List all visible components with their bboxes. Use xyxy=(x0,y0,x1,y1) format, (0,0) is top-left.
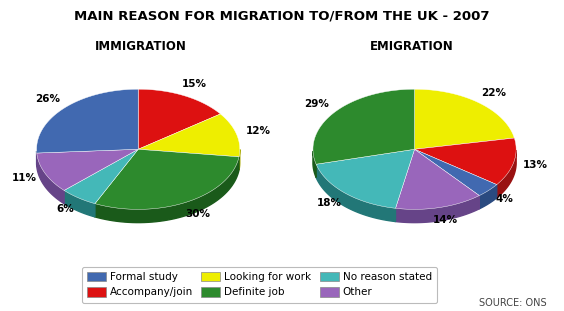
Polygon shape xyxy=(37,149,138,190)
Text: 15%: 15% xyxy=(182,79,207,89)
Text: 12%: 12% xyxy=(246,126,271,136)
Polygon shape xyxy=(497,150,516,198)
Polygon shape xyxy=(395,196,479,223)
Polygon shape xyxy=(95,149,239,209)
Polygon shape xyxy=(64,149,138,204)
Polygon shape xyxy=(138,114,240,157)
Polygon shape xyxy=(415,89,514,149)
Polygon shape xyxy=(37,153,64,204)
Polygon shape xyxy=(95,157,239,223)
Polygon shape xyxy=(415,138,516,185)
Text: 22%: 22% xyxy=(481,88,506,98)
Text: IMMIGRATION: IMMIGRATION xyxy=(95,40,187,53)
Polygon shape xyxy=(316,149,415,208)
Polygon shape xyxy=(64,190,95,217)
Polygon shape xyxy=(395,149,479,209)
Text: 13%: 13% xyxy=(523,160,548,170)
Text: 18%: 18% xyxy=(317,198,342,208)
Text: EMIGRATION: EMIGRATION xyxy=(370,40,453,53)
Polygon shape xyxy=(313,89,415,164)
Text: 4%: 4% xyxy=(496,194,514,204)
Polygon shape xyxy=(239,149,240,170)
Text: MAIN REASON FOR MIGRATION TO/FROM THE UK - 2007: MAIN REASON FOR MIGRATION TO/FROM THE UK… xyxy=(74,9,490,22)
Polygon shape xyxy=(316,164,395,221)
Text: 14%: 14% xyxy=(433,215,458,225)
Legend: Formal study, Accompany/join, Looking for work, Definite job, No reason stated, : Formal study, Accompany/join, Looking fo… xyxy=(82,267,437,303)
Text: SOURCE: ONS: SOURCE: ONS xyxy=(479,298,547,308)
Text: 29%: 29% xyxy=(304,99,329,109)
Polygon shape xyxy=(313,151,316,178)
Polygon shape xyxy=(479,185,497,209)
Polygon shape xyxy=(138,89,221,149)
Text: 6%: 6% xyxy=(56,204,74,214)
Text: 30%: 30% xyxy=(186,208,210,219)
Text: 26%: 26% xyxy=(36,94,60,104)
Polygon shape xyxy=(415,149,497,196)
Text: 11%: 11% xyxy=(12,174,37,183)
Polygon shape xyxy=(37,89,138,153)
